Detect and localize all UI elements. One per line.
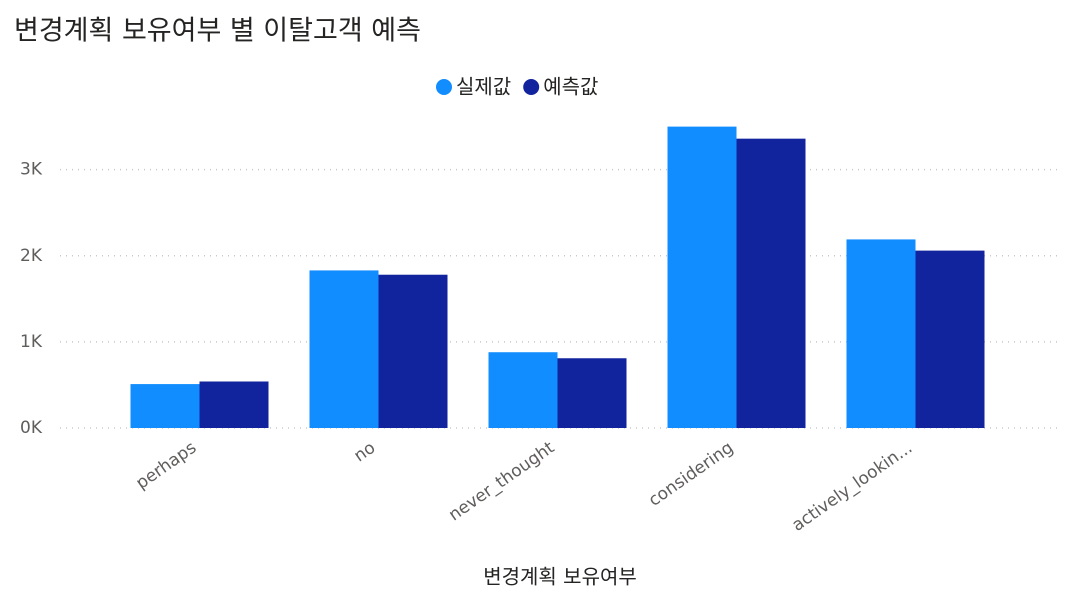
y-tick-label: 2K <box>20 246 43 266</box>
bar <box>846 239 916 428</box>
x-tick-label: never_thought <box>445 438 558 526</box>
legend-marker <box>523 79 540 95</box>
chart-title: 변경계획 보유여부 별 이탈고객 예측 <box>14 16 421 47</box>
bar <box>557 358 627 428</box>
y-tick-label: 0K <box>20 418 43 438</box>
x-tick-label: no <box>350 438 379 467</box>
bar <box>199 381 269 428</box>
legend-label: 실제값 <box>456 75 511 99</box>
x-axis-title: 변경계획 보유여부 <box>483 565 637 589</box>
x-tick-label: considering <box>645 438 737 511</box>
bar <box>667 126 737 428</box>
bar <box>488 352 558 428</box>
bar <box>915 250 985 428</box>
bar <box>309 270 379 428</box>
bar <box>378 274 448 428</box>
y-tick-label: 3K <box>20 160 43 180</box>
x-tick-label: perhaps <box>132 438 200 494</box>
y-tick-label: 1K <box>20 332 43 352</box>
bar <box>130 384 200 428</box>
bar <box>736 138 806 428</box>
legend-label: 예측값 <box>543 75 598 99</box>
legend-marker <box>436 79 452 95</box>
x-tick-label: actively_lookin... <box>788 438 916 536</box>
